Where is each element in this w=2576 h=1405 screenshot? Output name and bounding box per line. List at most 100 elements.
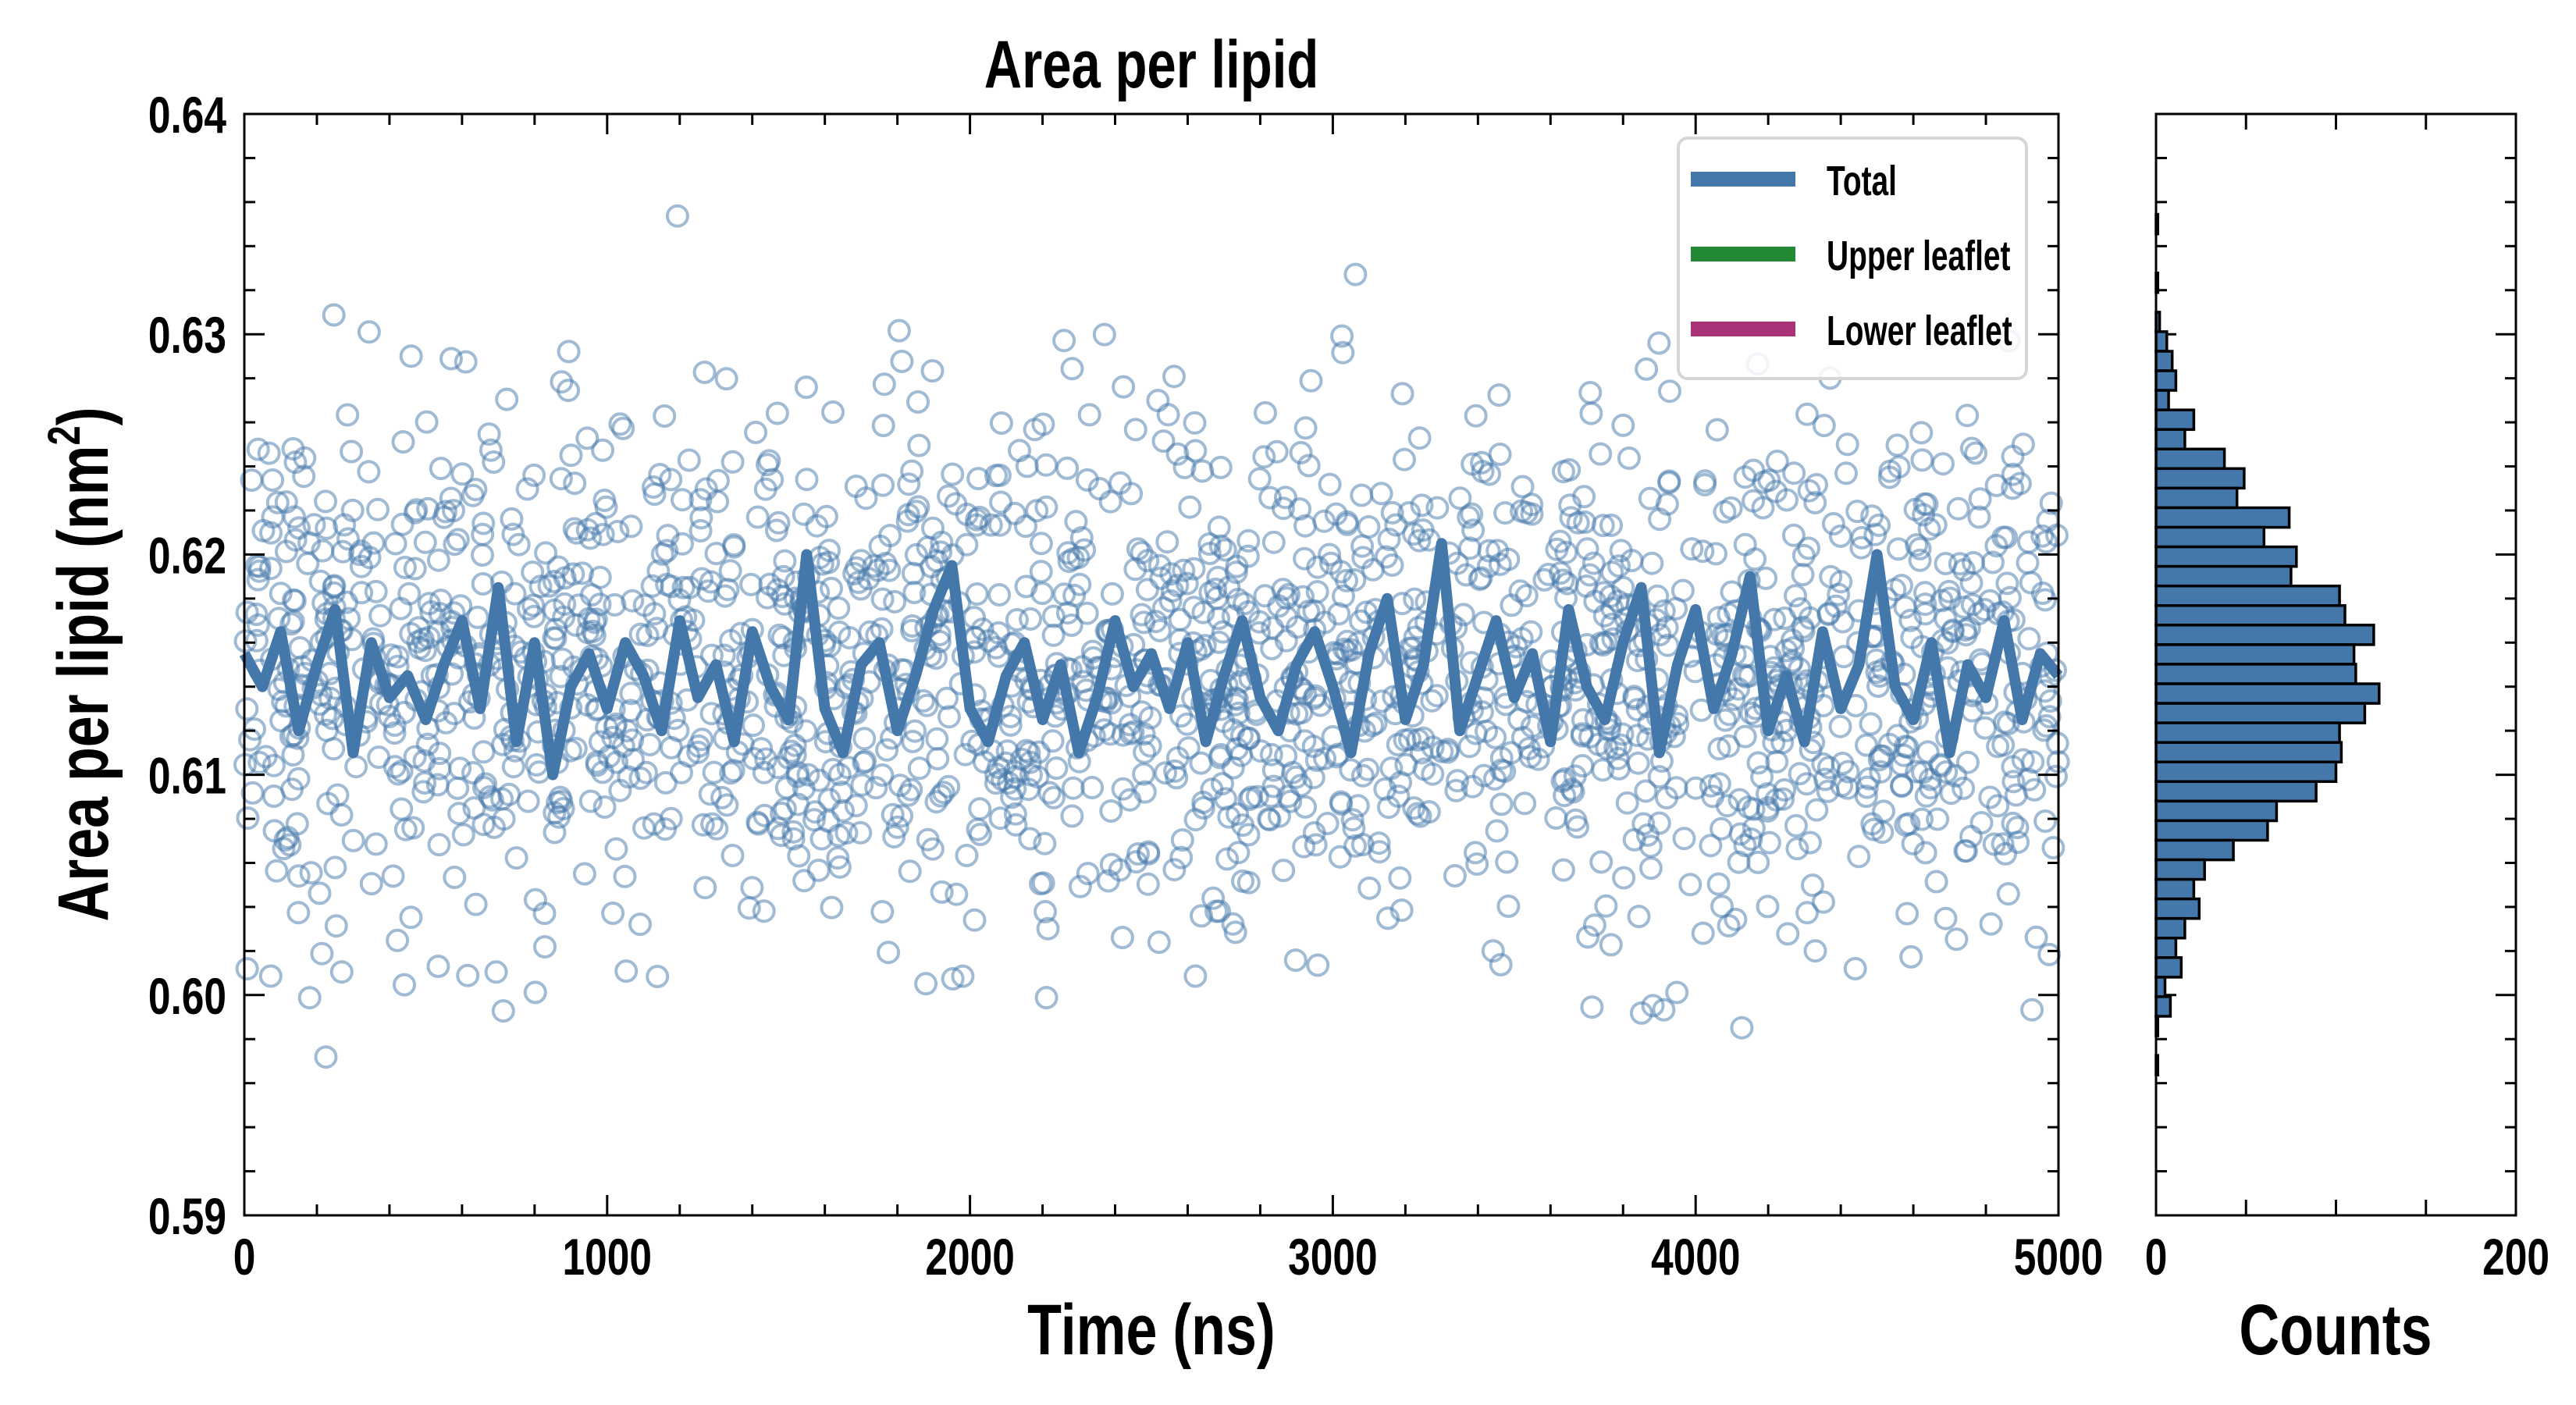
scatter-point (1973, 598, 1997, 621)
scatter-point (1773, 778, 1797, 802)
scatter-point (542, 626, 566, 650)
scatter-point (1004, 813, 1028, 837)
scatter-point (1508, 579, 1532, 603)
scatter-point (844, 794, 868, 818)
scatter-point (1293, 795, 1318, 819)
scatter-point (1834, 461, 1858, 486)
scatter-point (1513, 791, 1537, 816)
scatter-point (563, 471, 587, 496)
scatter-point (882, 825, 906, 848)
scatter-point (1464, 721, 1488, 745)
scatter-point (955, 532, 979, 557)
scatter-point (1159, 562, 1183, 586)
legend-box (1677, 137, 2028, 380)
scatter-point (1390, 382, 1414, 406)
scatter-point (1384, 513, 1408, 537)
scatter-point (443, 866, 467, 889)
scatter-point (1664, 596, 1688, 621)
scatter-point (1638, 834, 1663, 859)
scatter-point (1135, 578, 1159, 602)
scatter-point (1273, 486, 1297, 510)
scatter-point (278, 833, 302, 857)
scatter-point (1919, 776, 1943, 800)
scatter-point (1707, 772, 1731, 796)
scatter-point (1756, 895, 1780, 919)
scatter-point (1064, 510, 1088, 534)
scatter-point (1717, 734, 1741, 758)
scatter-point (426, 955, 450, 978)
scatter-point (875, 738, 899, 762)
histogram-bar (2154, 721, 2341, 744)
hist-x-tick-label: 0 (2145, 1228, 2168, 1286)
scatter-point (1791, 563, 1815, 587)
scatter-point (1658, 379, 1681, 404)
scatter-point (1070, 655, 1094, 679)
scatter-point (1377, 795, 1400, 820)
scatter-point (591, 522, 615, 546)
scatter-point (1803, 939, 1827, 963)
scatter-point (1801, 873, 1824, 898)
scatter-point (1092, 322, 1116, 347)
scatter-point (389, 596, 413, 621)
scatter-point (1340, 808, 1364, 832)
scatter-point (465, 605, 489, 629)
scatter-point (1403, 587, 1427, 611)
scatter-point (364, 832, 388, 856)
scatter-point (523, 980, 547, 1005)
scatter-point (1259, 742, 1283, 767)
scatter-point (660, 735, 683, 759)
y-tick-label: 0.64 (148, 86, 226, 144)
scatter-point (1781, 636, 1806, 660)
scatter-point (1617, 446, 1641, 470)
scatter-point (1494, 692, 1518, 717)
scatter-point (906, 390, 930, 414)
histogram-bar (2154, 506, 2291, 529)
scatter-point (1099, 799, 1123, 823)
scatter-point (1041, 785, 1066, 809)
scatter-point (578, 789, 603, 813)
scatter-point (1591, 758, 1615, 782)
scatter-point (434, 500, 457, 524)
scatter-point (591, 438, 615, 462)
scatter-point (900, 614, 924, 638)
scatter-point (413, 530, 437, 554)
scatter-point (1041, 729, 1065, 753)
scatter-point (1805, 798, 1829, 822)
scatter-point (1638, 856, 1663, 880)
scatter-point (692, 361, 717, 384)
scatter-point (752, 760, 776, 784)
scatter-point (428, 742, 452, 766)
scatter-point (1699, 774, 1723, 798)
scatter-point (1797, 536, 1820, 560)
scatter-point (1183, 439, 1208, 463)
histogram-bar (2154, 564, 2293, 588)
scatter-point (546, 791, 570, 815)
scatter-point (827, 855, 852, 879)
scatter-point (1293, 514, 1317, 538)
scatter-point (665, 204, 689, 228)
scatter-point (1770, 731, 1795, 755)
x-axis-label: Time (ns) (1027, 1289, 1276, 1370)
scatter-point (945, 882, 969, 906)
legend-swatch-lower (1691, 322, 1795, 336)
scatter-point (471, 511, 496, 535)
scatter-point (322, 303, 346, 327)
scatter-point (1827, 582, 1851, 606)
scatter-point (1828, 714, 1852, 738)
scatter-point (1635, 357, 1659, 381)
scatter-point (1267, 804, 1291, 828)
scatter-point (1226, 841, 1251, 865)
scatter-point (503, 582, 527, 606)
scatter-point (796, 763, 820, 787)
scatter-point (321, 706, 344, 731)
scatter-point (1816, 756, 1841, 780)
scatter-point (1304, 833, 1328, 857)
scatter-point (1099, 852, 1123, 877)
y-axis-label: Area per lipid (nm2) (40, 407, 123, 921)
scatter-point (236, 806, 260, 831)
scatter-point (2030, 524, 2055, 548)
scatter-point (1811, 890, 1835, 914)
scatter-point (265, 490, 290, 514)
histogram-bar (2154, 389, 2170, 411)
scatter-point (1138, 734, 1162, 758)
